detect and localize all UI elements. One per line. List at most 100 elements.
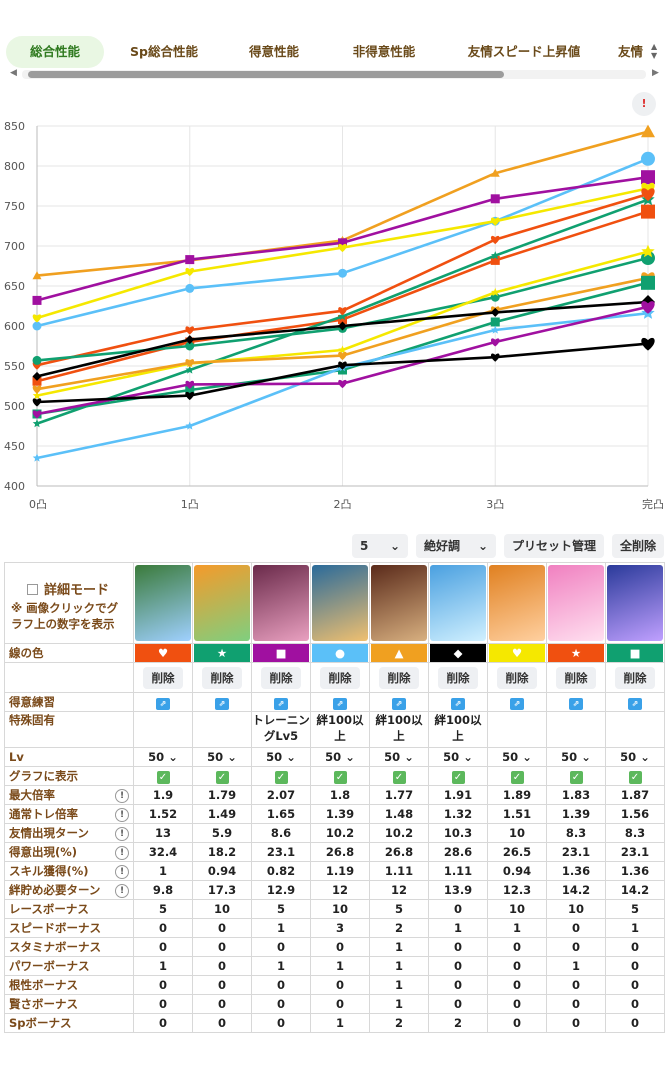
- support-card-image[interactable]: [194, 565, 250, 641]
- delete-button[interactable]: 削除: [615, 666, 655, 689]
- support-card-image[interactable]: [312, 565, 368, 641]
- level-select[interactable]: 50 ⌄: [428, 747, 488, 767]
- level-select[interactable]: 50 ⌄: [605, 747, 665, 767]
- condition-select[interactable]: 絶好調 ⌄: [416, 534, 496, 558]
- stat-value-text: 0: [512, 1016, 521, 1030]
- data-point-star: [32, 419, 42, 428]
- card-image-cell[interactable]: [369, 562, 429, 644]
- stat-value: 0: [192, 937, 252, 957]
- card-image-cell[interactable]: [487, 562, 547, 644]
- detail-mode-checkbox[interactable]: [27, 583, 38, 595]
- line-color-cell[interactable]: ★: [192, 643, 252, 663]
- tab-non-specialty-performance[interactable]: 非得意性能: [352, 44, 416, 59]
- line-color-chip[interactable]: ■: [253, 644, 309, 662]
- line-color-chip[interactable]: ★: [194, 644, 250, 662]
- line-color-cell[interactable]: ★: [546, 643, 606, 663]
- info-icon[interactable]: !: [115, 808, 129, 822]
- support-card-image[interactable]: [135, 565, 191, 641]
- data-point-circle: [641, 251, 655, 265]
- tab-total-performance[interactable]: 総合性能: [6, 36, 104, 68]
- show-in-graph-checkbox[interactable]: ✓: [274, 770, 288, 784]
- level-select[interactable]: 50 ⌄: [192, 747, 252, 767]
- level-select[interactable]: 50 ⌄: [487, 747, 547, 767]
- line-color-chip[interactable]: ▲: [371, 644, 427, 662]
- delete-button[interactable]: 削除: [202, 666, 242, 689]
- stat-row: ! 通常トレ倍率 1.52 1.49 1.65 1.39 1.48 1.32 1.51 1.39 1…: [4, 804, 665, 824]
- support-card-image[interactable]: [371, 565, 427, 641]
- line-color-cell[interactable]: ■: [251, 643, 311, 663]
- show-in-graph-checkbox[interactable]: ✓: [392, 770, 406, 784]
- tab-friendship[interactable]: 友情: [618, 44, 644, 59]
- line-color-chip[interactable]: ♥: [135, 644, 191, 662]
- card-image-cell[interactable]: [605, 562, 665, 644]
- y-tick-label: 650: [4, 280, 25, 293]
- line-color-chip[interactable]: ◆: [430, 644, 486, 662]
- line-color-chip[interactable]: ■: [607, 644, 663, 662]
- chevron-updown-icon[interactable]: ▲ ▼: [651, 42, 658, 60]
- info-icon[interactable]: !: [115, 884, 129, 898]
- info-icon[interactable]: !: [115, 846, 129, 860]
- show-in-graph-checkbox[interactable]: ✓: [333, 770, 347, 784]
- count-select[interactable]: 5 ⌄: [352, 534, 408, 558]
- show-in-graph-checkbox[interactable]: ✓: [451, 770, 465, 784]
- delete-button[interactable]: 削除: [556, 666, 596, 689]
- stat-value: 26.8: [369, 842, 429, 862]
- level-select[interactable]: 50 ⌄: [251, 747, 311, 767]
- line-color-chip[interactable]: ♥: [489, 644, 545, 662]
- delete-button[interactable]: 削除: [143, 666, 183, 689]
- info-button[interactable]: !: [632, 92, 656, 116]
- card-image-cell[interactable]: [192, 562, 252, 644]
- card-image-cell[interactable]: [133, 562, 193, 644]
- info-icon[interactable]: !: [115, 865, 129, 879]
- tabs-scrollbar[interactable]: ◀ ▶: [0, 68, 668, 82]
- delete-cell: 削除: [428, 662, 488, 693]
- level-select[interactable]: 50 ⌄: [133, 747, 193, 767]
- support-card-image[interactable]: [430, 565, 486, 641]
- scroll-thumb[interactable]: [28, 71, 504, 78]
- show-in-graph-checkbox[interactable]: ✓: [156, 770, 170, 784]
- scroll-left-icon[interactable]: ◀: [10, 68, 17, 78]
- line-color-cell[interactable]: ●: [310, 643, 370, 663]
- card-image-cell[interactable]: [546, 562, 606, 644]
- delete-all-button[interactable]: 全削除: [612, 534, 664, 558]
- support-card-image[interactable]: [548, 565, 604, 641]
- line-color-chip[interactable]: ●: [312, 644, 368, 662]
- delete-button[interactable]: 削除: [261, 666, 301, 689]
- support-card-image[interactable]: [607, 565, 663, 641]
- line-color-cell[interactable]: ♥: [133, 643, 193, 663]
- level-select[interactable]: 50 ⌄: [369, 747, 429, 767]
- data-point-diamond: [185, 335, 195, 345]
- support-card-image[interactable]: [489, 565, 545, 641]
- delete-button[interactable]: 削除: [320, 666, 360, 689]
- stat-value: 0: [546, 994, 606, 1014]
- line-color-cell[interactable]: ◆: [428, 643, 488, 663]
- card-image-cell[interactable]: [310, 562, 370, 644]
- line-color-chip[interactable]: ★: [548, 644, 604, 662]
- tab-specialty-performance[interactable]: 得意性能: [248, 44, 299, 59]
- show-in-graph-checkbox[interactable]: ✓: [569, 770, 583, 784]
- info-icon[interactable]: !: [115, 827, 129, 841]
- delete-button[interactable]: 削除: [438, 666, 478, 689]
- stat-value: 0: [605, 975, 665, 995]
- line-color-cell[interactable]: ♥: [487, 643, 547, 663]
- tab-sp-total-performance[interactable]: Sp総合性能: [130, 44, 198, 59]
- delete-button[interactable]: 削除: [379, 666, 419, 689]
- scroll-right-icon[interactable]: ▶: [652, 68, 659, 78]
- level-select[interactable]: 50 ⌄: [546, 747, 606, 767]
- stat-value-text: 26.8: [325, 845, 355, 859]
- data-point-square: [641, 170, 655, 185]
- support-card-image[interactable]: [253, 565, 309, 641]
- info-icon[interactable]: !: [115, 789, 129, 803]
- delete-button[interactable]: 削除: [497, 666, 537, 689]
- line-color-cell[interactable]: ■: [605, 643, 665, 663]
- card-image-cell[interactable]: [251, 562, 311, 644]
- card-image-cell[interactable]: [428, 562, 488, 644]
- show-in-graph-checkbox[interactable]: ✓: [510, 770, 524, 784]
- preset-manage-button[interactable]: プリセット管理: [504, 534, 604, 558]
- level-select[interactable]: 50 ⌄: [310, 747, 370, 767]
- show-in-graph-checkbox[interactable]: ✓: [628, 770, 642, 784]
- stat-value: 1.49: [192, 804, 252, 824]
- tab-friendship-speed[interactable]: 友情スピード上昇値: [467, 44, 581, 59]
- show-in-graph-checkbox[interactable]: ✓: [215, 770, 229, 784]
- line-color-cell[interactable]: ▲: [369, 643, 429, 663]
